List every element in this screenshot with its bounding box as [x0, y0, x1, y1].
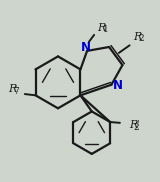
Text: 1: 1: [103, 25, 108, 35]
Text: 7: 7: [13, 87, 19, 96]
Text: R: R: [129, 120, 137, 130]
Text: N: N: [81, 41, 91, 54]
Text: ': ': [136, 120, 139, 128]
Text: R: R: [133, 32, 141, 42]
Text: N: N: [113, 79, 123, 92]
Text: R: R: [8, 84, 16, 94]
Text: R: R: [98, 23, 106, 33]
Text: 2: 2: [138, 34, 144, 43]
Text: 2: 2: [134, 123, 139, 132]
